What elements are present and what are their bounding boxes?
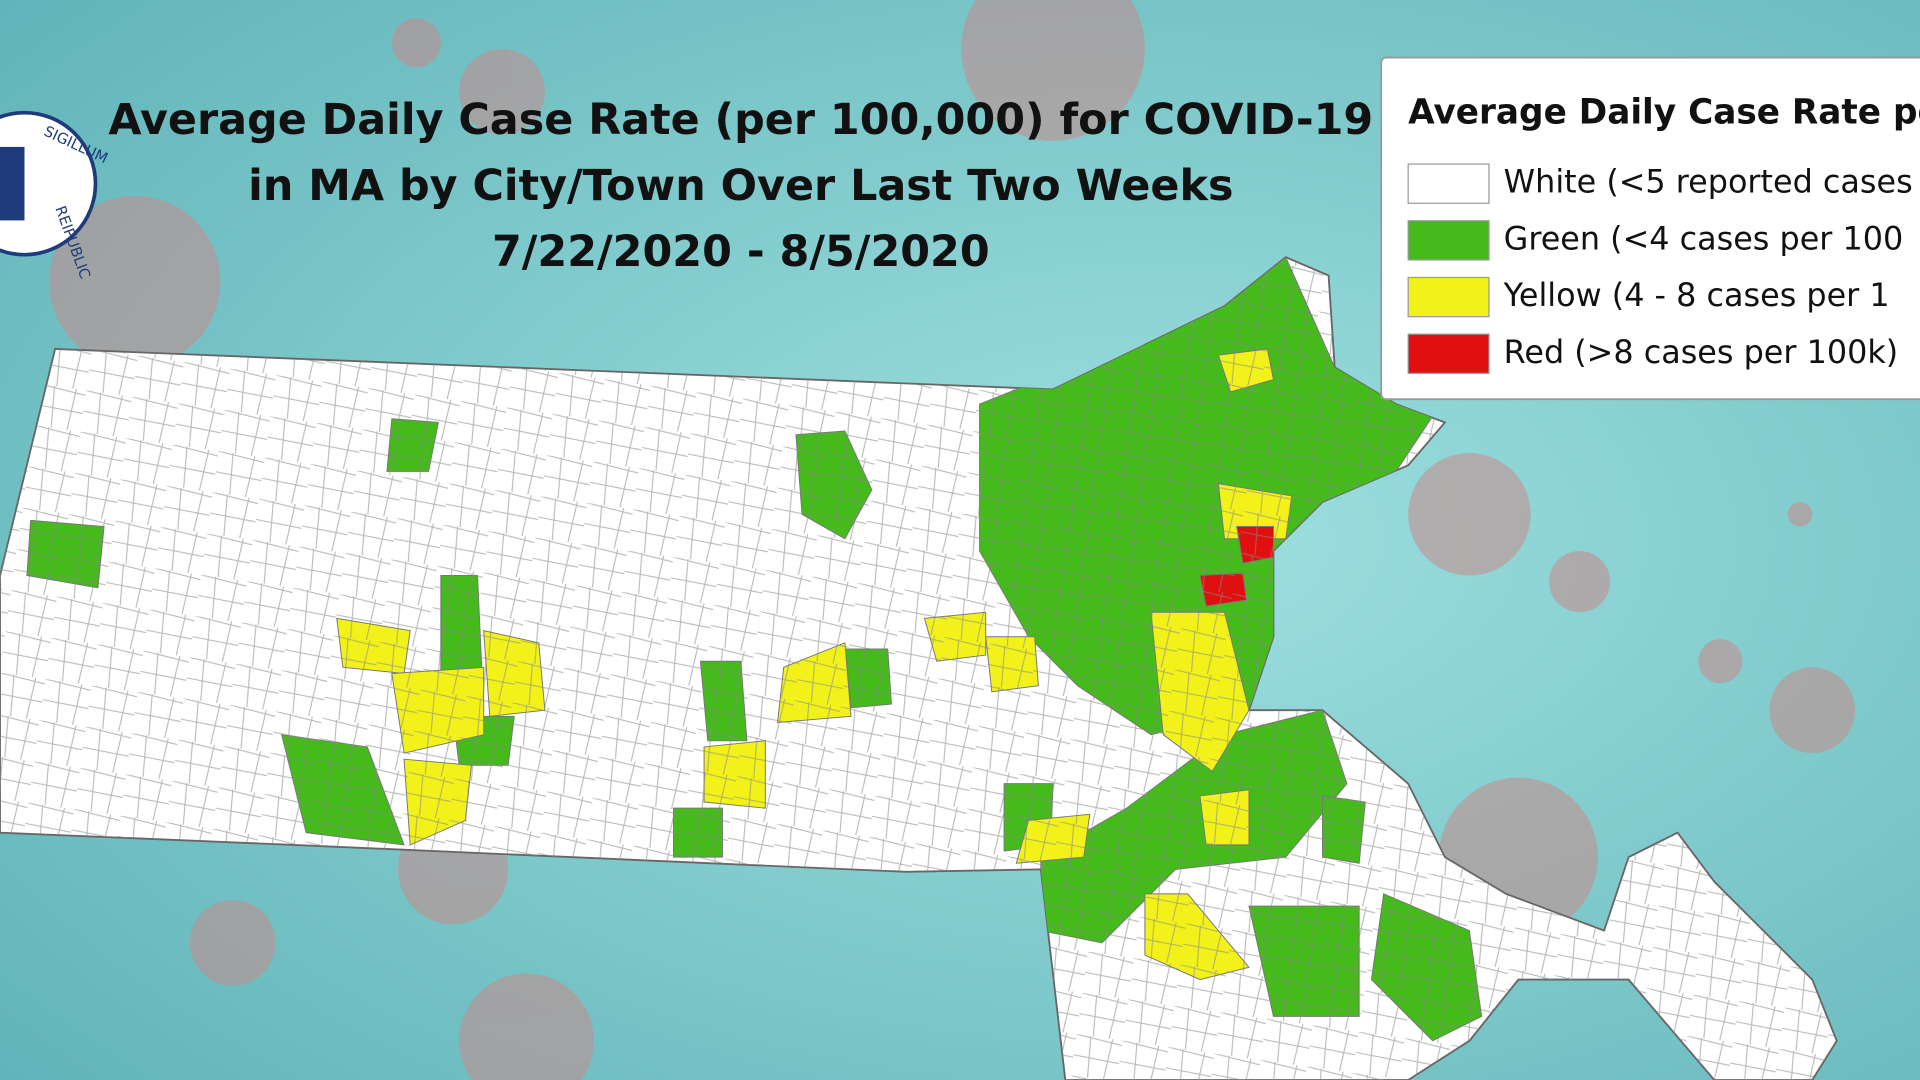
legend: Average Daily Case Rate pe White (<5 rep…	[1380, 56, 1920, 401]
virus	[1548, 551, 1611, 613]
title-line: in MA by City/Town Over Last Two Weeks	[248, 161, 1233, 211]
title-line: 7/22/2020 - 8/5/2020	[492, 227, 990, 277]
title-line: Average Daily Case Rate (per 100,000) fo…	[108, 95, 1373, 145]
virus	[459, 973, 594, 1080]
legend-swatch	[1407, 276, 1490, 318]
seal-shield	[0, 146, 25, 221]
virus	[1787, 502, 1813, 527]
legend-swatch	[1407, 163, 1490, 204]
virus	[391, 18, 441, 68]
legend-swatch	[1407, 333, 1490, 374]
virus	[1769, 667, 1856, 754]
legend-label: White (<5 reported cases	[1504, 163, 1913, 201]
virus	[1408, 453, 1531, 576]
legend-swatch	[1407, 220, 1490, 261]
virus	[459, 48, 545, 135]
legend-box	[1380, 56, 1920, 401]
virus	[189, 900, 276, 986]
virus	[961, 0, 1145, 141]
virus	[1698, 639, 1743, 684]
virus-decoration	[48, 0, 1856, 1080]
legend-items: White (<5 reported cases Green (<4 cases …	[1407, 163, 1913, 374]
legend-label: Yellow (4 - 8 cases per 1	[1503, 276, 1890, 314]
legend-label: Red (>8 cases per 100k)	[1504, 333, 1899, 371]
title: Average Daily Case Rate (per 100,000) fo…	[108, 95, 1373, 277]
legend-title: Average Daily Case Rate pe	[1408, 92, 1920, 132]
towns	[0, 257, 1837, 1080]
virus	[48, 195, 221, 368]
legend-label: Green (<4 cases per 100	[1504, 219, 1904, 257]
